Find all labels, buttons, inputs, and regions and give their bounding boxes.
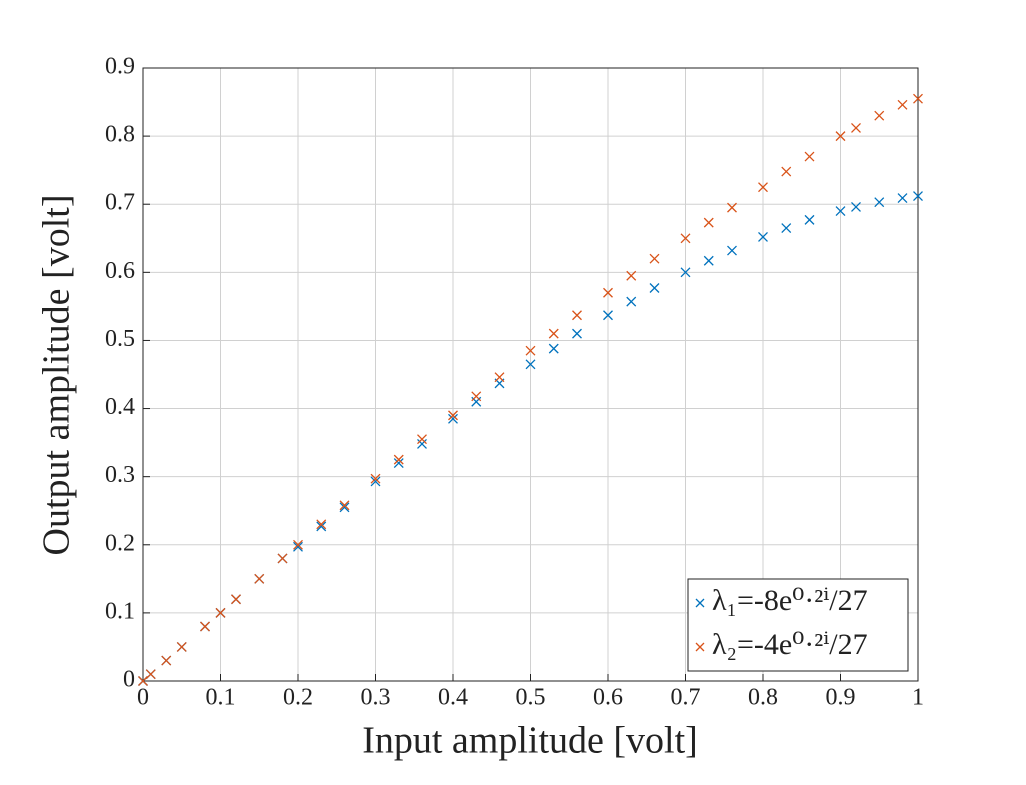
x-tick-label: 0.9 bbox=[826, 685, 856, 711]
y-tick-label: 0.5 bbox=[105, 326, 135, 352]
marker bbox=[913, 191, 923, 202]
marker bbox=[176, 641, 187, 652]
marker bbox=[293, 541, 303, 552]
y-tick-label: 0 bbox=[123, 667, 135, 693]
marker bbox=[703, 217, 714, 228]
marker bbox=[277, 553, 288, 564]
marker bbox=[781, 166, 792, 177]
x-tick-label: 1 bbox=[912, 685, 924, 711]
marker bbox=[680, 267, 691, 278]
marker bbox=[215, 607, 226, 618]
y-tick-label: 0.1 bbox=[105, 598, 135, 624]
marker bbox=[200, 621, 210, 632]
marker bbox=[835, 206, 846, 216]
x-tick-label: 0.3 bbox=[361, 685, 391, 711]
marker bbox=[680, 233, 691, 244]
marker bbox=[393, 454, 404, 465]
marker bbox=[649, 253, 660, 264]
marker bbox=[548, 328, 559, 339]
legend-label: λ₂=-4e⁰·²ⁱ/27 bbox=[712, 628, 868, 661]
x-tick-label: 0.6 bbox=[593, 685, 623, 711]
marker bbox=[316, 521, 327, 532]
y-tick-label: 0.4 bbox=[105, 394, 135, 420]
x-tick-label: 0.4 bbox=[438, 685, 468, 711]
marker bbox=[339, 500, 350, 511]
y-tick-label: 0.9 bbox=[105, 54, 135, 80]
x-tick-label: 0.1 bbox=[206, 685, 236, 711]
marker bbox=[626, 270, 637, 281]
marker bbox=[293, 539, 303, 550]
marker bbox=[448, 413, 458, 424]
marker bbox=[626, 296, 637, 307]
marker bbox=[254, 573, 265, 584]
x-tick-label: 0.2 bbox=[283, 685, 313, 711]
y-tick-label: 0.3 bbox=[105, 462, 135, 488]
marker bbox=[649, 283, 660, 293]
x-tick-label: 0 bbox=[137, 685, 149, 711]
marker bbox=[835, 131, 846, 142]
y-tick-label: 0.8 bbox=[105, 122, 135, 148]
marker bbox=[913, 93, 923, 104]
legend-label: λ₁=-8e⁰·²ⁱ/27 bbox=[712, 584, 868, 617]
y-tick-label: 0.7 bbox=[105, 190, 135, 216]
x-axis-label: Input amplitude [volt] bbox=[362, 720, 698, 762]
marker bbox=[727, 245, 737, 256]
marker bbox=[548, 343, 559, 354]
marker bbox=[138, 676, 148, 686]
x-tick-label: 0.8 bbox=[748, 685, 778, 711]
marker bbox=[572, 328, 582, 339]
marker bbox=[145, 669, 156, 680]
marker bbox=[727, 202, 737, 213]
marker bbox=[804, 151, 815, 162]
marker bbox=[851, 201, 861, 212]
marker bbox=[874, 197, 885, 208]
legend-box bbox=[687, 578, 909, 672]
marker bbox=[231, 594, 241, 605]
y-axis-label: Output amplitude [volt] bbox=[36, 195, 78, 556]
marker bbox=[448, 410, 458, 421]
marker bbox=[417, 439, 427, 449]
marker bbox=[897, 99, 908, 110]
plot-frame bbox=[142, 67, 919, 682]
marker bbox=[851, 122, 861, 133]
legend-marker bbox=[695, 598, 705, 608]
marker bbox=[603, 287, 613, 298]
marker bbox=[572, 310, 582, 321]
marker bbox=[494, 372, 505, 383]
y-tick-label: 0.2 bbox=[105, 530, 135, 556]
legend-marker bbox=[695, 642, 705, 652]
marker bbox=[339, 502, 350, 513]
y-tick-label: 0.6 bbox=[105, 258, 135, 284]
marker bbox=[393, 458, 404, 469]
marker bbox=[525, 345, 536, 356]
x-tick-label: 0.5 bbox=[516, 685, 546, 711]
marker bbox=[758, 231, 768, 242]
x-tick-label: 0.7 bbox=[671, 685, 701, 711]
marker bbox=[316, 519, 327, 530]
marker bbox=[781, 223, 792, 234]
marker bbox=[417, 434, 427, 445]
marker bbox=[603, 310, 613, 321]
marker bbox=[897, 193, 908, 204]
marker bbox=[471, 391, 482, 402]
marker bbox=[161, 655, 172, 666]
marker bbox=[804, 214, 815, 225]
marker bbox=[525, 359, 536, 370]
marker bbox=[703, 255, 714, 266]
marker bbox=[758, 182, 768, 193]
marker bbox=[370, 473, 381, 484]
marker bbox=[874, 110, 885, 121]
marker bbox=[370, 476, 381, 487]
